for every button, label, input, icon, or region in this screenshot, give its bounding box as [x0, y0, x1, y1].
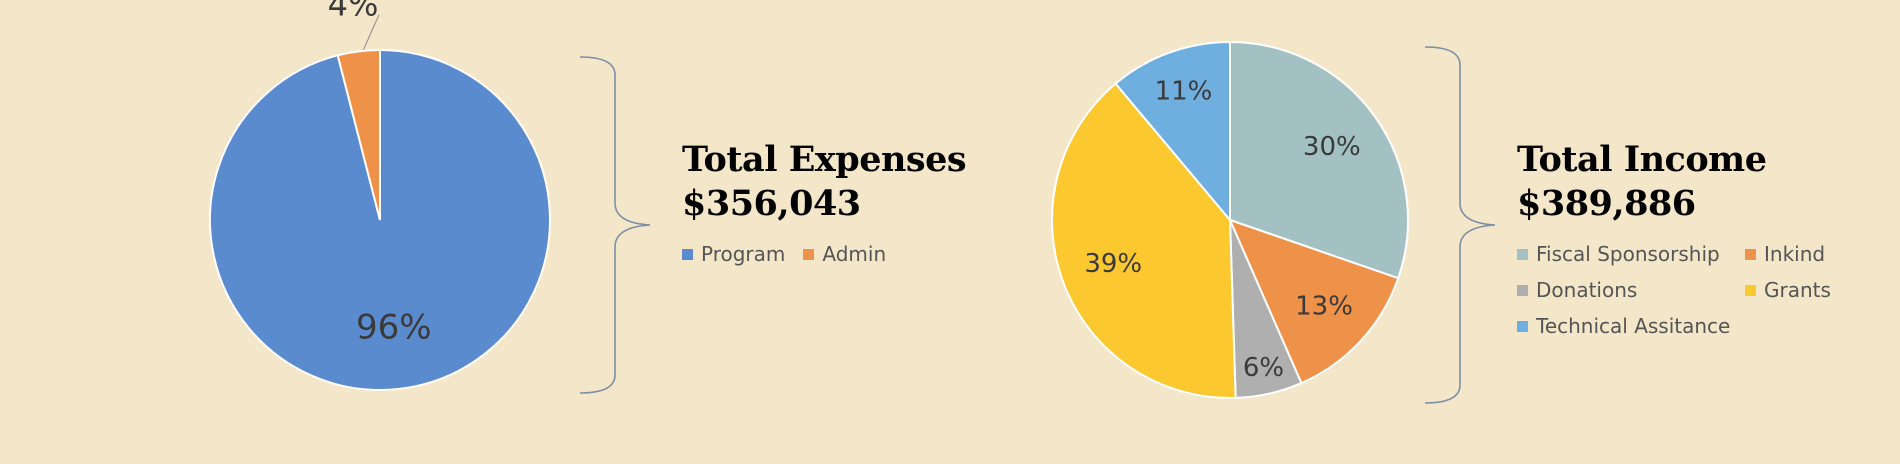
expenses-legend-label-program: Program [701, 242, 786, 266]
expenses-title: Total Expenses [682, 139, 967, 180]
income-label-fiscal-sponsorship: 30% [1303, 132, 1361, 162]
expenses-pie-chart: 96% 4% [209, 0, 551, 391]
income-bracket [1424, 46, 1496, 404]
expenses-slice-program [209, 48, 551, 391]
income-slice-grants [1051, 82, 1237, 399]
income-legend-label-donations: Donations [1536, 278, 1638, 302]
income-label-technical-assitance: 11% [1155, 77, 1213, 107]
expenses-total: $356,043 [682, 183, 861, 224]
expenses-legend-label-admin: Admin [822, 242, 887, 266]
income-legend-item-technical-assitance: Technical Assitance [1517, 314, 1731, 338]
expenses-slice-admin [336, 48, 381, 221]
income-legend-label-inkind: Inkind [1764, 242, 1826, 266]
expenses-bracket [579, 56, 651, 394]
income-legend-swatch-grants [1745, 284, 1756, 296]
expenses-leader-admin [362, 14, 380, 52]
expenses-legend-swatch-admin [803, 248, 815, 260]
income-legend-label-fiscal-sponsorship: Fiscal Sponsorship [1536, 242, 1720, 266]
income-title: Total Income [1517, 139, 1767, 180]
income-slice-technical-assitance [1114, 40, 1231, 223]
expenses-legend-swatch-program [682, 248, 693, 260]
income-label-donations: 6% [1243, 353, 1284, 383]
expenses-label-program: 96% [356, 308, 432, 348]
income-legend-swatch-donations [1517, 284, 1528, 296]
income-legend-item-grants: Grants [1745, 278, 1855, 302]
income-summary: Total Income $389,886 Fiscal Sponsorship… [1517, 138, 1855, 338]
income-legend-label-grants: Grants [1764, 278, 1831, 302]
income-legend: Fiscal Sponsorship Inkind Donations Grants T… [1517, 242, 1855, 338]
income-slice-fiscal-sponsorship [1229, 40, 1409, 280]
expenses-legend-item-admin: Admin [803, 242, 886, 266]
income-legend-item-donations: Donations [1517, 278, 1727, 302]
income-pie-chart: 30% 13% 6% 39% 11% [1051, 40, 1409, 399]
income-legend-swatch-inkind [1745, 248, 1756, 260]
expenses-legend: Program Admin [682, 242, 966, 266]
expenses-legend-item-program: Program [682, 242, 785, 266]
income-legend-swatch-technical-assitance [1517, 320, 1528, 332]
income-legend-item-fiscal-sponsorship: Fiscal Sponsorship [1517, 242, 1727, 266]
income-slice-inkind [1228, 218, 1400, 385]
income-legend-item-inkind: Inkind [1745, 242, 1855, 266]
income-label-inkind: 13% [1295, 291, 1353, 321]
income-legend-swatch-fiscal-sponsorship [1517, 248, 1528, 260]
expenses-label-admin: 4% [328, 0, 379, 24]
income-total: $389,886 [1517, 183, 1696, 224]
income-label-grants: 39% [1084, 249, 1142, 279]
income-legend-label-technical-assitance: Technical Assitance [1536, 314, 1731, 338]
expenses-summary: Total Expenses $356,043 Program Admin [682, 138, 967, 266]
